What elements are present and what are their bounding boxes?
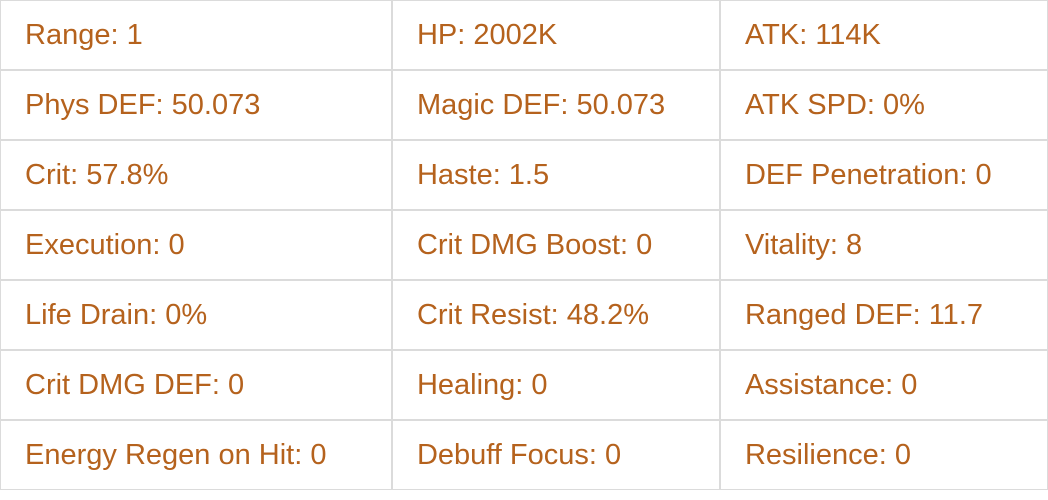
stat-cell-debuff-focus: Debuff Focus: 0 (391, 420, 720, 490)
stat-cell-execution: Execution: 0 (0, 210, 392, 280)
stat-cell-atk: ATK: 114K (719, 0, 1048, 70)
table-row: Phys DEF: 50.073 Magic DEF: 50.073 ATK S… (0, 70, 1048, 140)
table-row: Life Drain: 0% Crit Resist: 48.2% Ranged… (0, 280, 1048, 350)
table-row: Crit: 57.8% Haste: 1.5 DEF Penetration: … (0, 140, 1048, 210)
stat-cell-crit-dmg-def: Crit DMG DEF: 0 (0, 350, 392, 420)
stat-cell-crit-resist: Crit Resist: 48.2% (391, 280, 720, 350)
stat-cell-def-penetration: DEF Penetration: 0 (719, 140, 1048, 210)
stat-cell-energy-regen-on-hit: Energy Regen on Hit: 0 (0, 420, 392, 490)
stat-cell-ranged-def: Ranged DEF: 11.7 (719, 280, 1048, 350)
stat-cell-crit-dmg-boost: Crit DMG Boost: 0 (391, 210, 720, 280)
stat-cell-magic-def: Magic DEF: 50.073 (391, 70, 720, 140)
stat-cell-phys-def: Phys DEF: 50.073 (0, 70, 392, 140)
stat-cell-hp: HP: 2002K (391, 0, 720, 70)
stat-cell-resilience: Resilience: 0 (719, 420, 1048, 490)
stat-cell-assistance: Assistance: 0 (719, 350, 1048, 420)
stat-cell-atk-spd: ATK SPD: 0% (719, 70, 1048, 140)
stat-cell-vitality: Vitality: 8 (719, 210, 1048, 280)
table-row: Range: 1 HP: 2002K ATK: 114K (0, 0, 1048, 70)
table-row: Execution: 0 Crit DMG Boost: 0 Vitality:… (0, 210, 1048, 280)
stat-cell-life-drain: Life Drain: 0% (0, 280, 392, 350)
table-row: Crit DMG DEF: 0 Healing: 0 Assistance: 0 (0, 350, 1048, 420)
stat-cell-range: Range: 1 (0, 0, 392, 70)
table-row: Energy Regen on Hit: 0 Debuff Focus: 0 R… (0, 420, 1048, 490)
stat-cell-healing: Healing: 0 (391, 350, 720, 420)
stat-cell-haste: Haste: 1.5 (391, 140, 720, 210)
stat-cell-crit: Crit: 57.8% (0, 140, 392, 210)
